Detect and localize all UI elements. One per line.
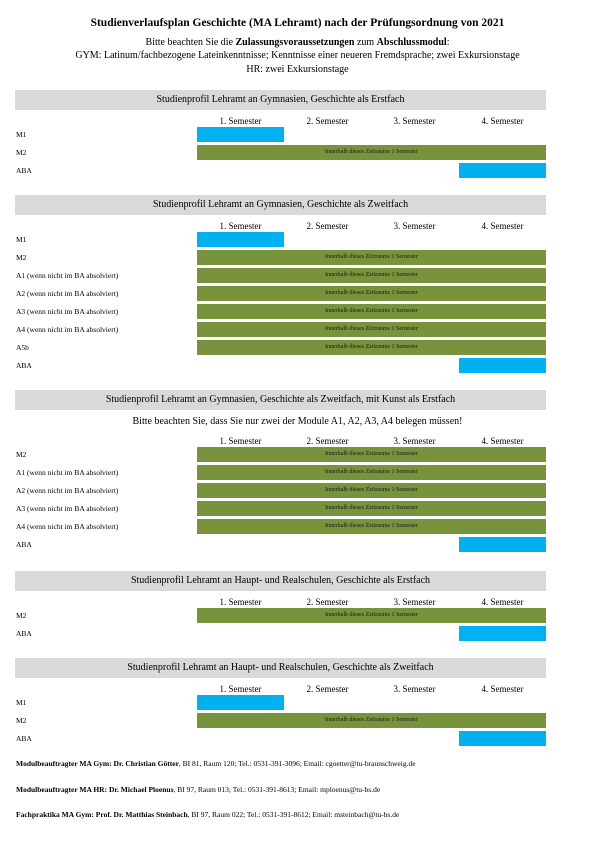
semester-span-bar: Innerhalb dieses Zeitraums 1 Semester: [197, 322, 546, 337]
row-label: M1: [16, 235, 27, 244]
semester-span-bar: Innerhalb dieses Zeitraums 1 Semester: [197, 501, 546, 516]
semester-header: 2. Semester: [306, 436, 349, 446]
semester-header: 3. Semester: [393, 436, 436, 446]
semester-header: 1. Semester: [219, 221, 262, 231]
semester-header: 3. Semester: [393, 597, 436, 607]
contact: Modulbeauftragter MA Gym: Dr. Christian …: [16, 759, 416, 768]
semester-header: 4. Semester: [481, 116, 524, 126]
row-label: A3 (wenn nicht im BA absolviert): [16, 307, 119, 316]
semester-bar: [459, 358, 546, 373]
semester-header: 3. Semester: [393, 116, 436, 126]
semester-span-bar: Innerhalb dieses Zeitraums 1 Semester: [197, 250, 546, 265]
semester-header: 2. Semester: [306, 116, 349, 126]
row-label: ABA: [16, 734, 32, 743]
text: zum: [354, 37, 377, 48]
semester-bar: [459, 731, 546, 746]
contact-details: , BI 81, Raum 120; Tel.: 0531-391-3096; …: [178, 759, 416, 768]
row-label: M1: [16, 130, 27, 139]
semester-bar: [197, 232, 284, 247]
text: Bitte beachten Sie die: [145, 37, 236, 48]
semester-bar: [459, 163, 546, 178]
section-header: Studienprofil Lehramt an Haupt- und Real…: [15, 571, 546, 591]
semester-bar: [459, 537, 546, 552]
semester-span-bar: Innerhalb dieses Zeitraums 1 Semester: [197, 447, 546, 462]
row-label: M2: [16, 716, 27, 725]
section-header: Studienprofil Lehramt an Gymnasien, Gesc…: [15, 90, 546, 110]
row-label: M2: [16, 611, 27, 620]
row-label: M1: [16, 698, 27, 707]
text: :: [446, 37, 450, 48]
section-header: Studienprofil Lehramt an Gymnasien, Gesc…: [15, 390, 546, 410]
row-label: M2: [16, 450, 27, 459]
row-label: A1 (wenn nicht im BA absolviert): [16, 468, 119, 477]
section-note: Bitte beachten Sie, dass Sie nur zwei de…: [132, 416, 463, 427]
semester-span-bar: Innerhalb dieses Zeitraums 1 Semester: [197, 145, 546, 160]
semester-header: 1. Semester: [219, 597, 262, 607]
row-label: M2: [16, 253, 27, 262]
section-header: Studienprofil Lehramt an Gymnasien, Gesc…: [15, 195, 546, 215]
semester-header: 2. Semester: [306, 221, 349, 231]
title: Studienverlaufsplan Geschichte (MA Lehra…: [90, 17, 505, 29]
text: Abschlussmodul: [376, 37, 447, 48]
contact-role: Modulbeauftragter MA Gym: Dr. Christian …: [16, 759, 179, 768]
row-label: A4 (wenn nicht im BA absolviert): [16, 522, 119, 531]
contact-role: Fachpraktika MA Gym: Prof. Dr. Matthias …: [16, 810, 188, 819]
contact-role: Modulbeauftragter MA HR: Dr. Michael Plo…: [16, 785, 174, 794]
contact: Fachpraktika MA Gym: Prof. Dr. Matthias …: [16, 810, 399, 819]
semester-span-bar: Innerhalb dieses Zeitraums 1 Semester: [197, 268, 546, 283]
semester-header: 3. Semester: [393, 221, 436, 231]
requirement: HR: zwei Exkursionstage: [246, 64, 349, 75]
semester-header: 3. Semester: [393, 684, 436, 694]
semester-span-bar: Innerhalb dieses Zeitraums 1 Semester: [197, 713, 546, 728]
row-label: A2 (wenn nicht im BA absolviert): [16, 486, 119, 495]
contact: Modulbeauftragter MA HR: Dr. Michael Plo…: [16, 785, 380, 794]
contact-details: , BI 97, Raum 022; Tel.: 0531-391-8612; …: [187, 810, 400, 819]
row-label: A1 (wenn nicht im BA absolviert): [16, 271, 119, 280]
semester-header: 4. Semester: [481, 684, 524, 694]
semester-span-bar: Innerhalb dieses Zeitraums 1 Semester: [197, 465, 546, 480]
semester-bar: [459, 626, 546, 641]
semester-header: 1. Semester: [219, 436, 262, 446]
semester-header: 2. Semester: [306, 684, 349, 694]
semester-header: 4. Semester: [481, 221, 524, 231]
semester-header: 1. Semester: [219, 684, 262, 694]
contact-details: , BI 97, Raum 013; Tel.: 0531-391-8613; …: [173, 785, 381, 794]
semester-header: 2. Semester: [306, 597, 349, 607]
semester-span-bar: Innerhalb dieses Zeitraums 1 Semester: [197, 340, 546, 355]
section-header: Studienprofil Lehramt an Haupt- und Real…: [15, 658, 546, 678]
semester-span-bar: Innerhalb dieses Zeitraums 1 Semester: [197, 608, 546, 623]
semester-header: 4. Semester: [481, 597, 524, 607]
semester-span-bar: Innerhalb dieses Zeitraums 1 Semester: [197, 483, 546, 498]
notice: Bitte beachten Sie die Zulassungsvorauss…: [0, 37, 595, 48]
row-label: A2 (wenn nicht im BA absolviert): [16, 289, 119, 298]
row-label: ABA: [16, 540, 32, 549]
row-label: M2: [16, 148, 27, 157]
requirement: GYM: Latinum/fachbezogene Lateinkenntnis…: [75, 50, 520, 61]
row-label: A5b: [16, 343, 29, 352]
semester-header: 1. Semester: [219, 116, 262, 126]
semester-header: 4. Semester: [481, 436, 524, 446]
semester-span-bar: Innerhalb dieses Zeitraums 1 Semester: [197, 519, 546, 534]
row-label: ABA: [16, 629, 32, 638]
row-label: ABA: [16, 166, 32, 175]
row-label: A4 (wenn nicht im BA absolviert): [16, 325, 119, 334]
row-label: A3 (wenn nicht im BA absolviert): [16, 504, 119, 513]
semester-span-bar: Innerhalb dieses Zeitraums 1 Semester: [197, 286, 546, 301]
semester-bar: [197, 695, 284, 710]
text: Zulassungsvoraussetzungen: [235, 37, 355, 48]
semester-bar: [197, 127, 284, 142]
row-label: ABA: [16, 361, 32, 370]
semester-span-bar: Innerhalb dieses Zeitraums 1 Semester: [197, 304, 546, 319]
